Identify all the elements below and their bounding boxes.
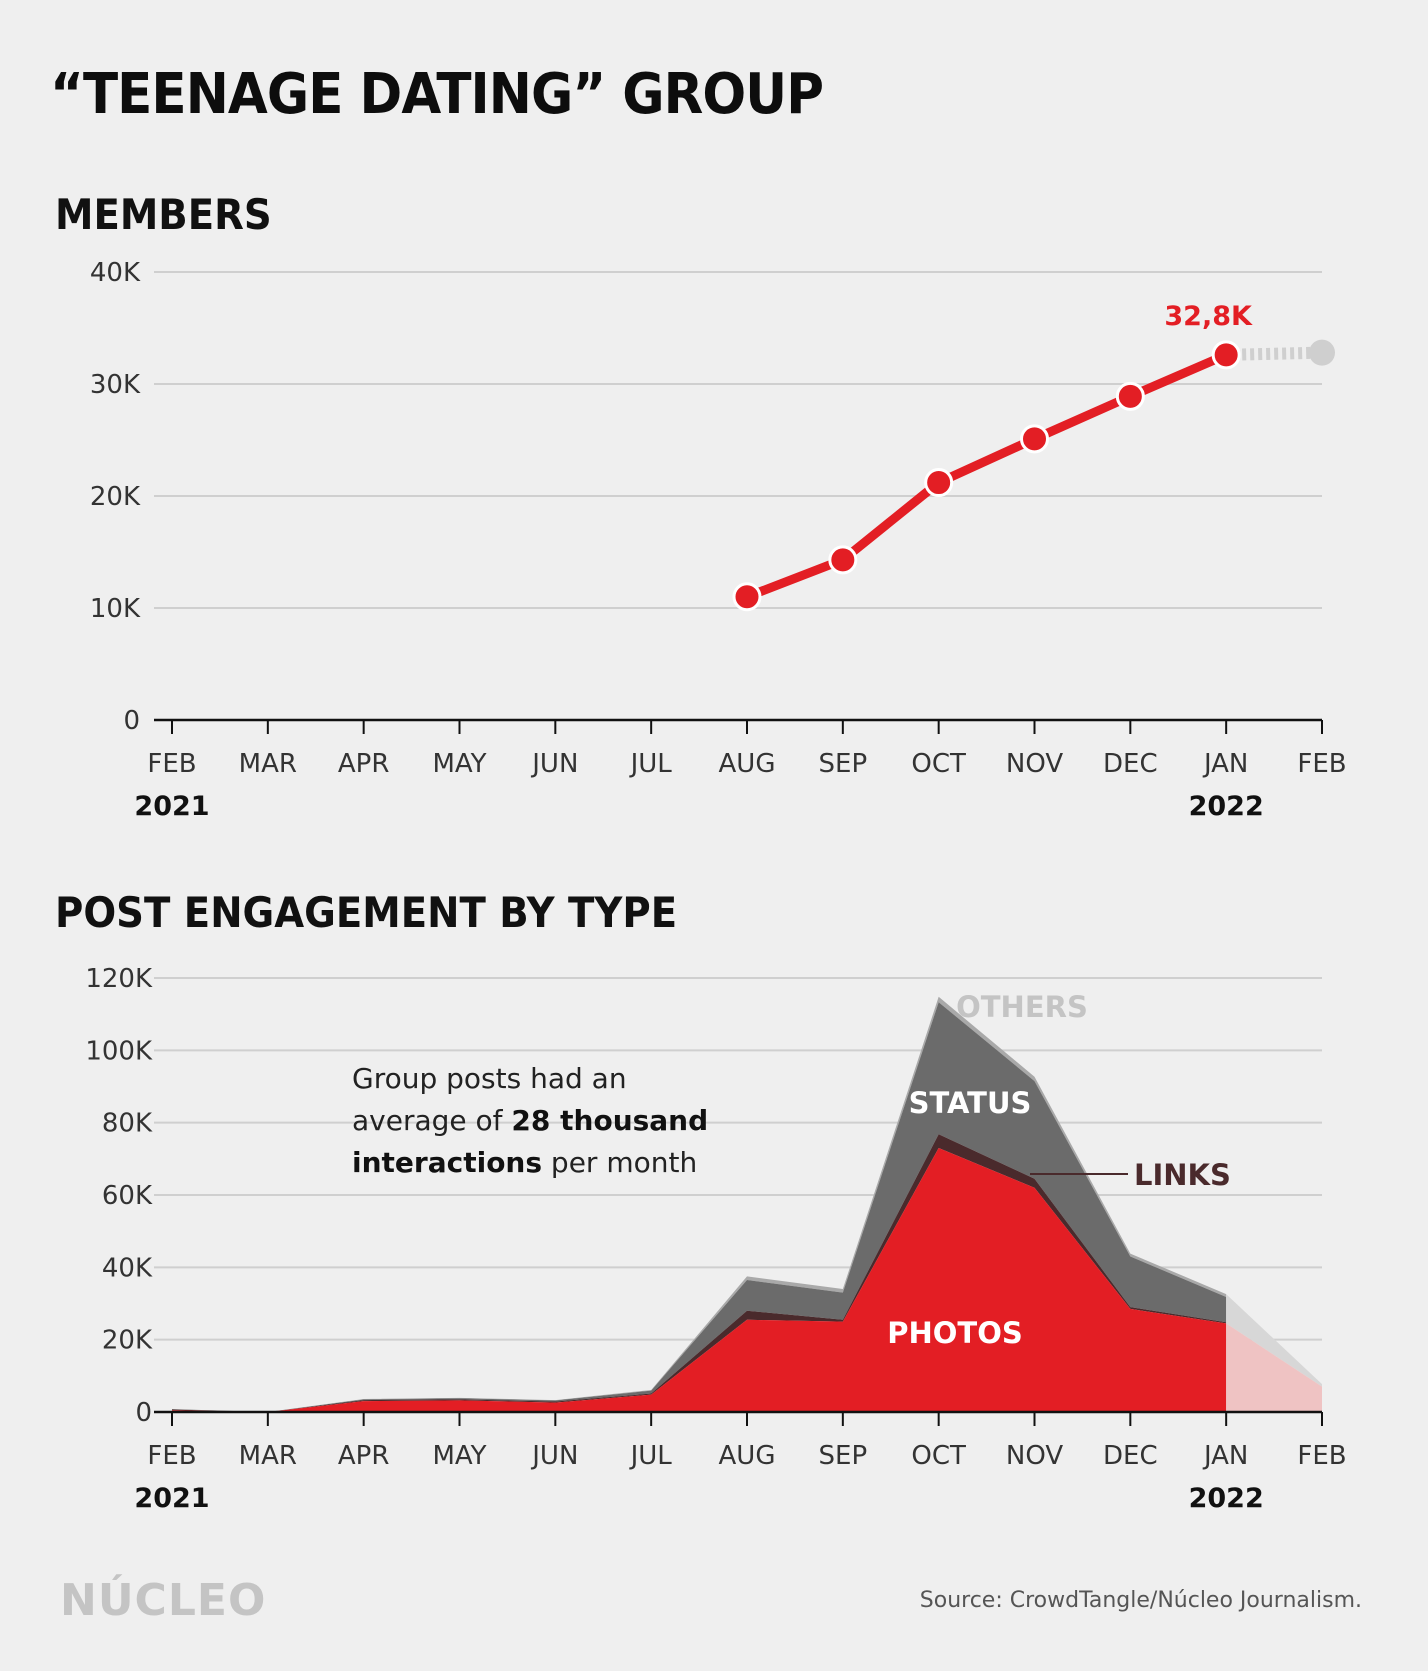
y-tick-label: 20K bbox=[90, 482, 141, 512]
x-tick-label: MAR bbox=[239, 1441, 297, 1471]
x-tick-label: JAN bbox=[1202, 1441, 1248, 1471]
y-tick-label: 30K bbox=[90, 370, 141, 400]
x-tick-label: APR bbox=[338, 749, 390, 779]
series-label-links: LINKS bbox=[1134, 1158, 1231, 1192]
annotation-line-2-bold: 28 thousand bbox=[511, 1104, 709, 1137]
engagement-annotation: Group posts had an average of 28 thousan… bbox=[352, 1058, 772, 1184]
x-tick-label: JUL bbox=[629, 1441, 673, 1471]
x-tick-label: JUN bbox=[530, 1441, 578, 1471]
area-status bbox=[172, 1002, 1227, 1412]
x-tick-label: NOV bbox=[1006, 1441, 1063, 1471]
x-tick-label: MAY bbox=[432, 1441, 486, 1471]
members-data-point bbox=[1020, 424, 1049, 454]
page-title: “TEENAGE DATING” GROUP bbox=[50, 62, 824, 127]
y-tick-label: 40K bbox=[90, 258, 141, 288]
x-tick-label: JAN bbox=[1202, 749, 1248, 779]
y-tick-label: 100K bbox=[85, 1036, 153, 1066]
x-tick-label: FEB bbox=[1297, 749, 1346, 779]
members-chart-title: MEMBERS bbox=[55, 190, 272, 239]
x-tick-label: JUL bbox=[629, 749, 673, 779]
x-tick-label: FEB bbox=[1297, 1441, 1346, 1471]
x-tick-label: AUG bbox=[719, 749, 776, 779]
x-tick-label: JUN bbox=[530, 749, 578, 779]
area-photos bbox=[172, 1147, 1227, 1412]
annotation-line-3-post: per month bbox=[542, 1146, 698, 1179]
y-tick-label: 20K bbox=[102, 1326, 153, 1356]
engagement-chart-title: POST ENGAGEMENT BY TYPE bbox=[55, 888, 678, 937]
year-label: 2021 bbox=[134, 791, 209, 822]
members-data-point bbox=[732, 582, 762, 612]
year-label: 2022 bbox=[1189, 1483, 1264, 1514]
x-tick-label: OCT bbox=[911, 1441, 966, 1471]
series-label-photos: PHOTOS bbox=[887, 1316, 1023, 1350]
x-tick-label: SEP bbox=[819, 1441, 868, 1471]
x-tick-label: FEB bbox=[147, 1441, 196, 1471]
source-note: Source: CrowdTangle/Núcleo Journalism. bbox=[919, 1588, 1362, 1613]
x-tick-label: OCT bbox=[911, 749, 966, 779]
y-tick-label: 60K bbox=[102, 1181, 153, 1211]
x-tick-label: MAY bbox=[432, 749, 486, 779]
annotation-line-1: Group posts had an bbox=[352, 1062, 627, 1095]
y-tick-label: 0 bbox=[123, 706, 140, 736]
x-tick-label: NOV bbox=[1006, 749, 1063, 779]
y-tick-label: 10K bbox=[90, 594, 141, 624]
y-tick-label: 0 bbox=[135, 1398, 152, 1428]
nucleo-logo: NÚCLEO bbox=[60, 1575, 267, 1626]
year-label: 2022 bbox=[1189, 791, 1264, 822]
area-links bbox=[172, 1134, 1227, 1412]
x-tick-label: MAR bbox=[239, 749, 297, 779]
x-tick-label: DEC bbox=[1103, 1441, 1158, 1471]
series-label-others: OTHERS bbox=[956, 990, 1088, 1024]
annotation-line-3-bold: interactions bbox=[352, 1146, 543, 1179]
x-tick-label: DEC bbox=[1103, 749, 1158, 779]
x-tick-label: FEB bbox=[147, 749, 196, 779]
members-data-point bbox=[924, 468, 954, 498]
engagement-chart: 0 20K 40K 60K 80K 100K 120K FEB MAR APR MAY JUN JUL A… bbox=[85, 964, 1346, 1514]
members-value-label: 32,8K bbox=[1164, 301, 1253, 332]
x-tick-label: AUG bbox=[719, 1441, 776, 1471]
members-data-point bbox=[1115, 381, 1145, 411]
members-data-point bbox=[828, 545, 858, 575]
y-tick-label: 40K bbox=[102, 1253, 153, 1283]
projection-area-others bbox=[1226, 1294, 1322, 1387]
y-tick-label: 80K bbox=[102, 1109, 153, 1139]
members-series-line bbox=[745, 350, 1228, 601]
year-label: 2021 bbox=[134, 1483, 209, 1514]
projection-area-photos bbox=[1226, 1323, 1322, 1412]
annotation-line-2-pre: average of bbox=[352, 1104, 512, 1137]
x-tick-label: APR bbox=[338, 1441, 390, 1471]
series-label-status: STATUS bbox=[909, 1086, 1032, 1120]
members-chart: 0 10K 20K 30K 40K FEB MAR APR MAY JUN JUL AUG SEP OCT… bbox=[90, 258, 1347, 822]
x-tick-label: SEP bbox=[819, 749, 868, 779]
projection-point bbox=[1309, 339, 1335, 366]
members-data-point bbox=[1211, 340, 1241, 370]
y-tick-label: 120K bbox=[85, 964, 153, 994]
